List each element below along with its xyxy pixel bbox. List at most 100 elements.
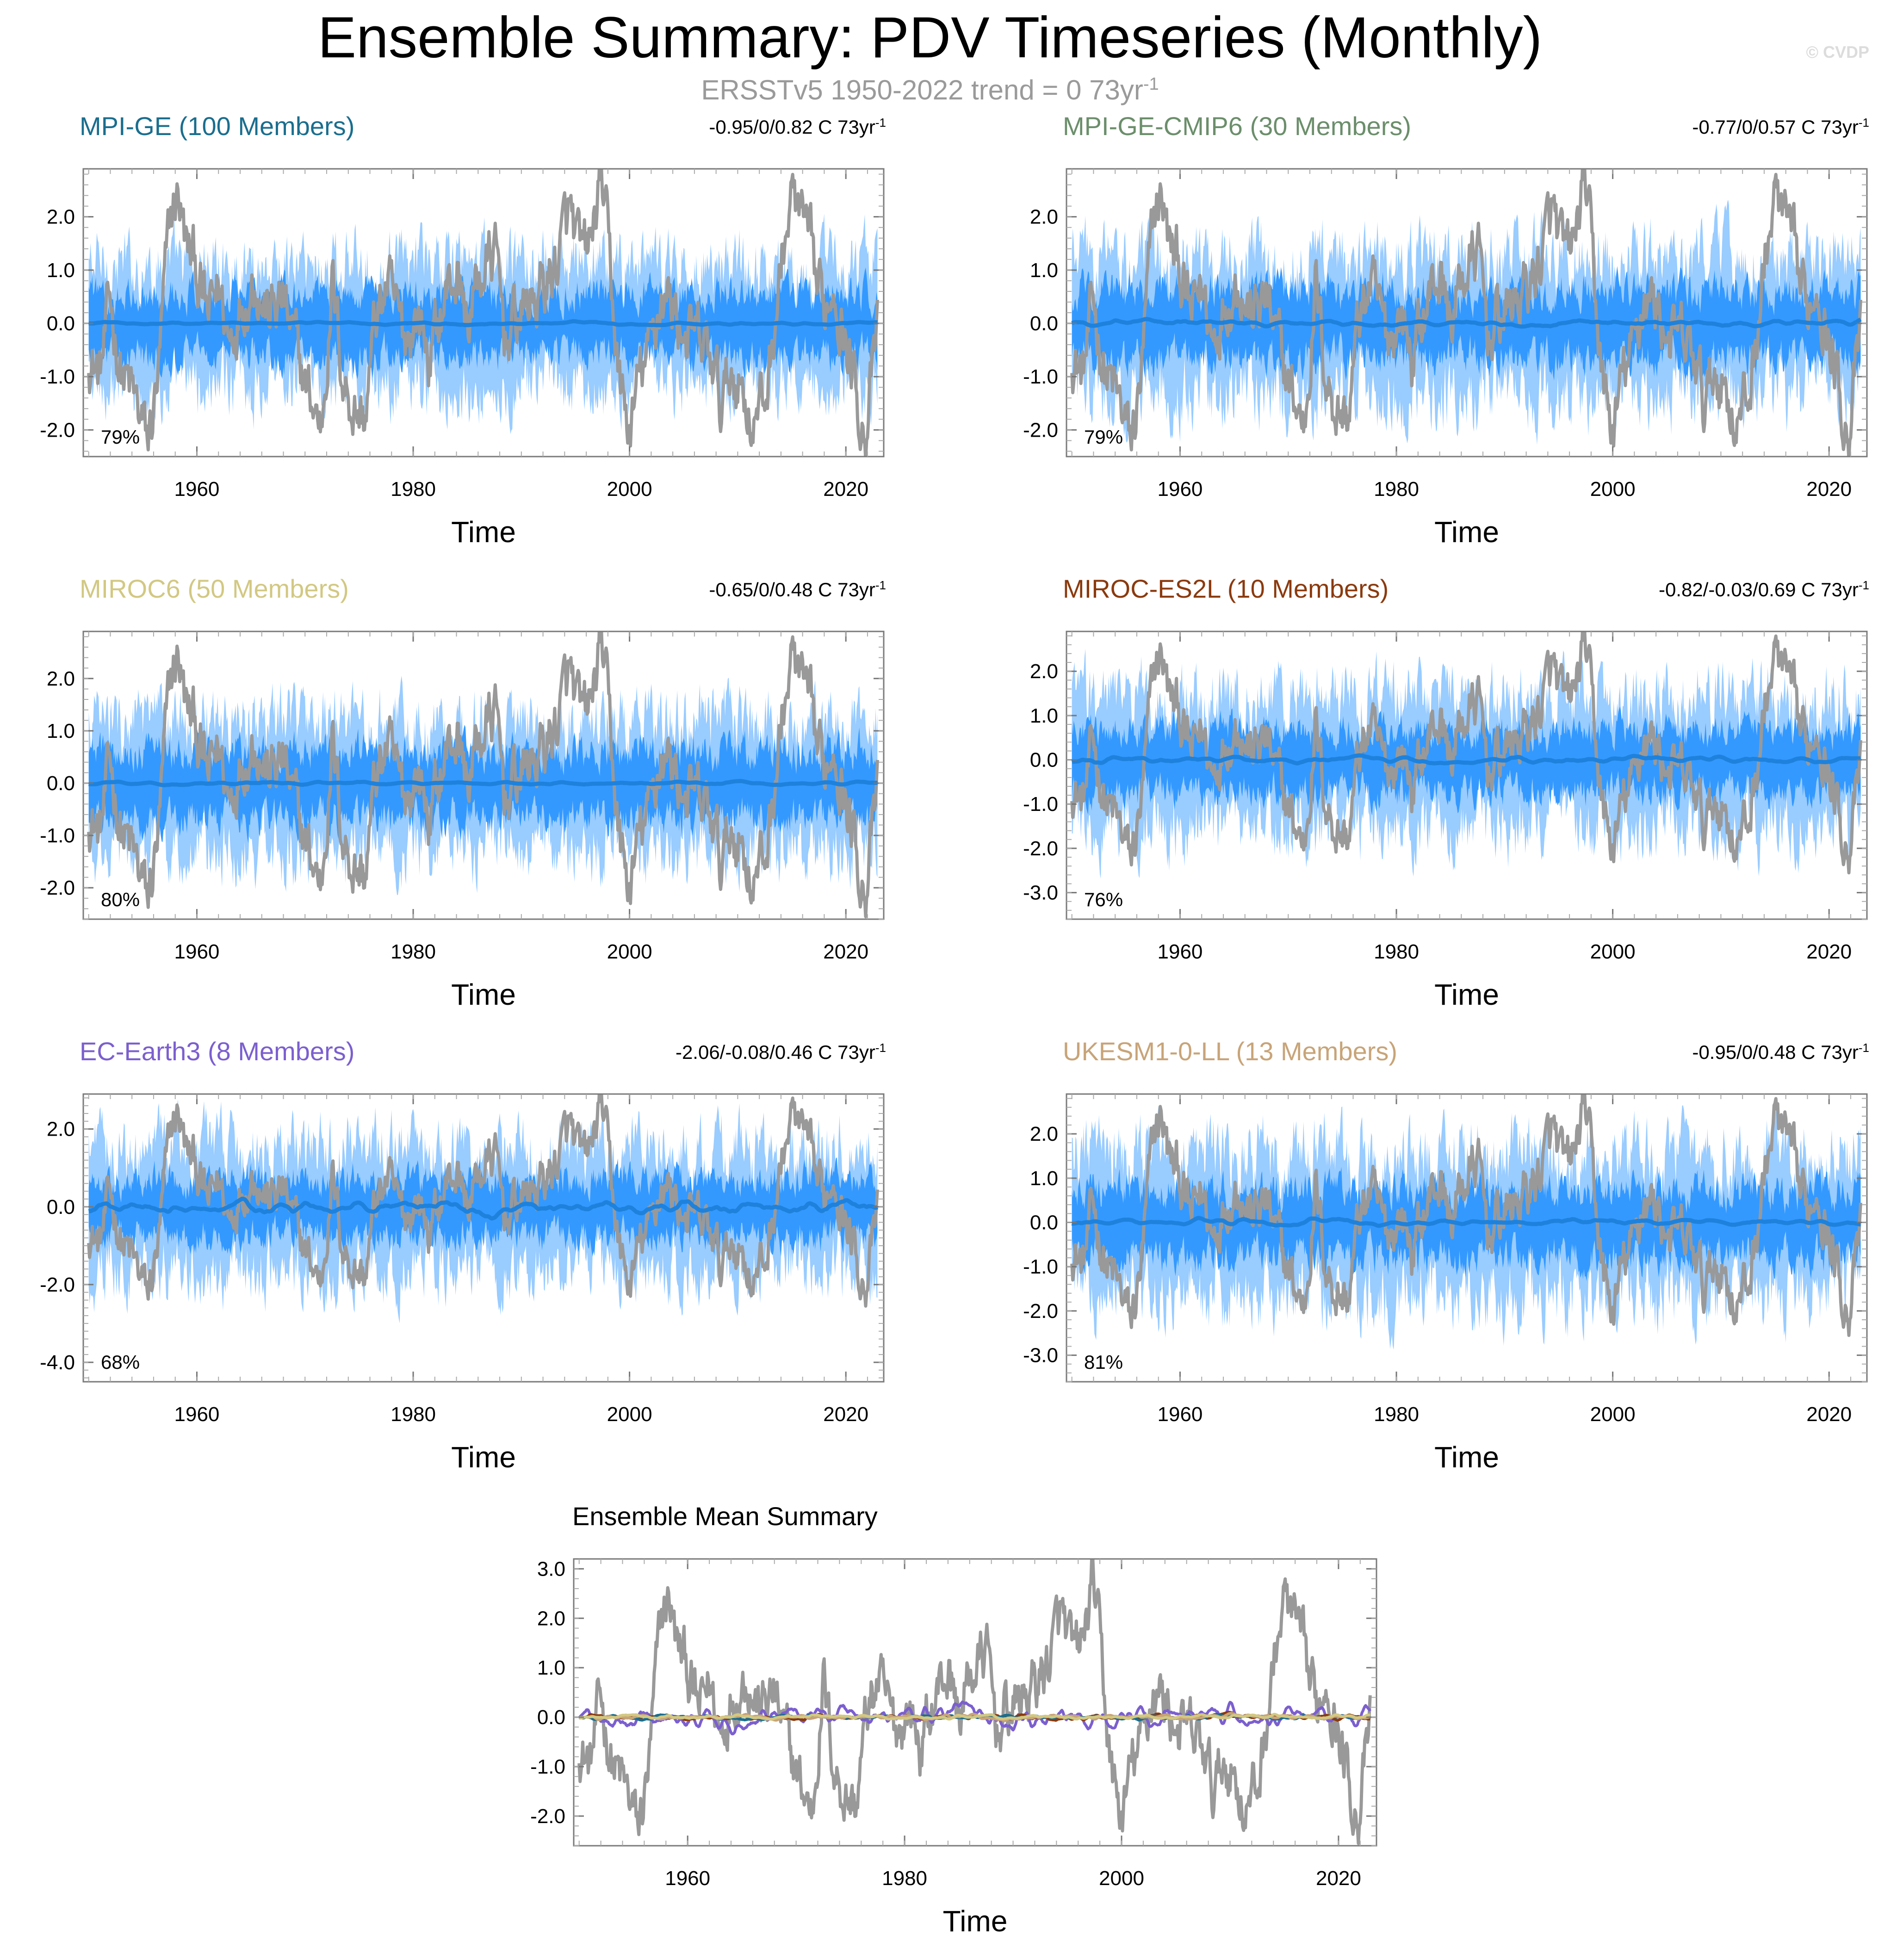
x-tick-label: 2000 xyxy=(1590,1403,1636,1426)
plot-area xyxy=(87,1094,879,1323)
y-tick-label: 1.0 xyxy=(537,1657,565,1679)
x-tick-label: 2000 xyxy=(1099,1867,1144,1890)
series-observed-line xyxy=(1070,1094,1862,1337)
panel-range-miroc6: -0.65/0/0.48 C 73yr-1 xyxy=(709,578,886,601)
y-tick-label: -2.0 xyxy=(40,1274,75,1296)
y-tick-label: 1.0 xyxy=(1030,259,1058,282)
x-tick-label: 1980 xyxy=(1374,940,1419,963)
range-exponent: -1 xyxy=(875,578,886,592)
x-tick-label: 1960 xyxy=(665,1867,710,1890)
y-tick-label: 2.0 xyxy=(1030,206,1058,229)
x-tick-label: 1960 xyxy=(174,478,220,501)
plot-frame xyxy=(1066,631,1868,920)
y-tick-label: 1.0 xyxy=(1030,705,1058,727)
chart-miroc6: 2.0 1.0 0.0 -1.0 -2.0 1960 1980 2000 2020 Time 80% xyxy=(40,631,885,1011)
plot-area xyxy=(87,169,879,457)
percent-label: 76% xyxy=(1084,889,1123,910)
panel-title-ec-earth3: EC-Earth3 (8 Members) xyxy=(80,1037,355,1066)
series-mean-ensemble-mean xyxy=(87,779,879,787)
x-tick-label: 2020 xyxy=(823,1403,868,1426)
panel-title-mpi-ge-cmip6: MPI-GE-CMIP6 (30 Members) xyxy=(1063,111,1411,141)
y-tick-label: -1.0 xyxy=(1023,1255,1058,1278)
series-mean-ensemble-mean xyxy=(87,1196,879,1221)
series-mean-miroc6 xyxy=(578,1713,1371,1721)
percent-label: 79% xyxy=(101,426,140,448)
x-tick-label: 1960 xyxy=(174,1403,220,1426)
x-tick-label: 2020 xyxy=(1806,940,1852,963)
subtitle-text: ERSSTv5 1950-2022 trend = 0 73yr xyxy=(701,74,1143,105)
y-tick-label: 0.0 xyxy=(47,772,75,795)
series-observed-line xyxy=(1070,631,1862,875)
chart-mpi-ge-cmip6: 2.0 1.0 0.0 -1.0 -2.0 1960 1980 2000 2020 Time 79% xyxy=(1023,168,1868,549)
panel-range-ec-earth3: -2.06/-0.08/0.46 C 73yr-1 xyxy=(676,1041,886,1063)
panel-title-mpi-ge: MPI-GE (100 Members) xyxy=(80,111,355,141)
percent-label: 68% xyxy=(101,1351,140,1373)
x-tick-label: 2000 xyxy=(1590,940,1636,963)
x-tick-label: 2020 xyxy=(1316,1867,1361,1890)
range-exponent: -1 xyxy=(1858,1041,1869,1055)
chart-mpi-ge: 2.0 1.0 0.0 -1.0 -2.0 1960 1980 2000 2020 Time 79% xyxy=(40,168,885,549)
series-mean-ensemble-mean xyxy=(1071,753,1862,766)
x-axis-title: Time xyxy=(451,515,516,549)
series-observed-line xyxy=(87,169,879,457)
y-tick-label: 1.0 xyxy=(1030,1167,1058,1190)
range-text: -0.65/0/0.48 C 73yr xyxy=(709,579,875,600)
plot-area xyxy=(1070,169,1862,457)
y-tick-label: -4.0 xyxy=(40,1351,75,1374)
watermark: © CVDP xyxy=(1806,43,1869,62)
range-text: -0.95/0/0.48 C 73yr xyxy=(1692,1041,1859,1063)
series-observed-line xyxy=(87,1094,879,1308)
panel-title-miroc-es2l: MIROC-ES2L (10 Members) xyxy=(1063,574,1389,603)
x-axis-title: Time xyxy=(943,1904,1008,1938)
x-tick-label: 1960 xyxy=(1158,478,1203,501)
x-axis-title: Time xyxy=(1434,515,1499,549)
x-tick-label: 2020 xyxy=(1806,1403,1852,1426)
subtitle-exponent: -1 xyxy=(1143,74,1159,94)
y-tick-label: 2.0 xyxy=(47,206,75,229)
x-tick-label: 1960 xyxy=(174,940,220,963)
y-tick-label: 2.0 xyxy=(537,1607,565,1630)
y-tick-label: 0.0 xyxy=(1030,312,1058,335)
range-text: -2.06/-0.08/0.46 C 73yr xyxy=(675,1041,875,1063)
range-exponent: -1 xyxy=(1858,116,1869,130)
x-tick-label: 1960 xyxy=(1158,1403,1203,1426)
y-tick-label: 2.0 xyxy=(47,1118,75,1141)
y-tick-label: 2.0 xyxy=(1030,1123,1058,1145)
range-exponent: -1 xyxy=(875,116,886,130)
x-tick-label: 2000 xyxy=(607,478,652,501)
x-tick-label: 2020 xyxy=(1806,478,1852,501)
x-tick-label: 1980 xyxy=(391,1403,436,1426)
x-tick-label: 2000 xyxy=(607,1403,652,1426)
y-tick-label: -2.0 xyxy=(1023,1300,1058,1323)
x-tick-label: 1980 xyxy=(391,478,436,501)
panel-range-mpi-ge: -0.95/0/0.82 C 73yr-1 xyxy=(709,116,886,138)
x-tick-label: 1980 xyxy=(882,1867,927,1890)
range-text: -0.77/0/0.57 C 73yr xyxy=(1692,116,1859,138)
y-tick-label: 2.0 xyxy=(47,668,75,690)
range-exponent: -1 xyxy=(1858,578,1869,592)
y-tick-label: -1.0 xyxy=(1023,793,1058,816)
x-tick-label: 1980 xyxy=(391,940,436,963)
figure-title: Ensemble Summary: PDV Timeseries (Monthl… xyxy=(317,6,1543,70)
chart-ensemble-mean-summary: 3.0 2.0 1.0 0.0 -1.0 -2.0 1960 1980 2000 2020 Time xyxy=(530,1558,1377,1938)
y-tick-label: 0.0 xyxy=(47,312,75,335)
plot-area xyxy=(1070,631,1862,879)
range-text: -0.95/0/0.82 C 73yr xyxy=(709,116,875,138)
chart-ec-earth3: 2.0 0.0 -2.0 -4.0 1960 1980 2000 2020 Time 68% xyxy=(40,1093,885,1474)
x-axis-title: Time xyxy=(451,978,516,1011)
figure-subtitle: ERSSTv5 1950-2022 trend = 0 73yr-1 xyxy=(0,74,1860,106)
x-axis-title: Time xyxy=(1434,1441,1499,1474)
panel-range-mpi-ge-cmip6: -0.77/0/0.57 C 73yr-1 xyxy=(1692,116,1869,138)
series-mean-ensemble-mean xyxy=(1071,317,1862,329)
y-tick-label: 0.0 xyxy=(1030,749,1058,772)
y-tick-label: -1.0 xyxy=(530,1756,565,1778)
series-observed-line xyxy=(87,631,879,919)
range-text: -0.82/-0.03/0.69 C 73yr xyxy=(1658,579,1859,600)
x-tick-label: 1980 xyxy=(1374,1403,1419,1426)
panel-range-ukesm1-0-ll: -0.95/0/0.48 C 73yr-1 xyxy=(1692,1041,1869,1063)
panel-title-miroc6: MIROC6 (50 Members) xyxy=(80,574,349,603)
range-exponent: -1 xyxy=(875,1041,886,1055)
plot-frame xyxy=(573,1558,1377,1847)
x-tick-label: 1960 xyxy=(1158,940,1203,963)
